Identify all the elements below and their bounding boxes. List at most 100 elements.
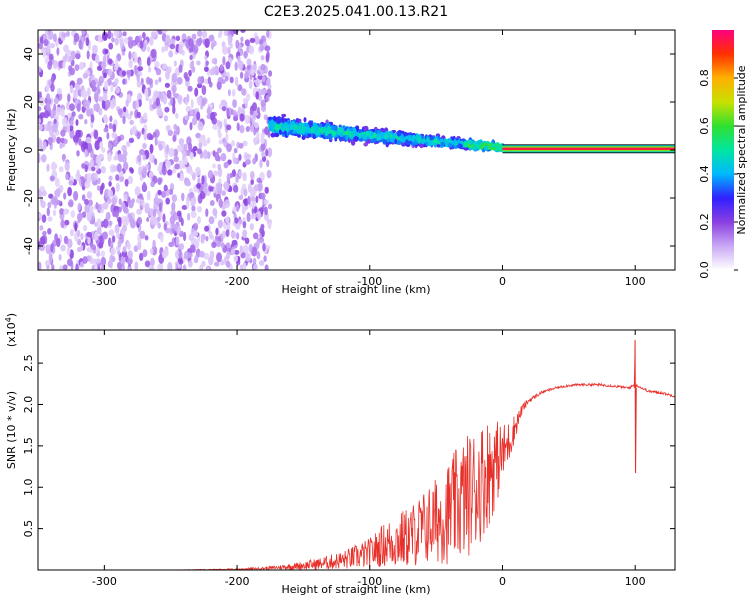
spectrogram-noise-cell xyxy=(80,261,84,268)
spectrogram-noise-cell xyxy=(194,87,199,97)
spectrogram-signal-cell xyxy=(372,132,377,139)
spectrogram-noise-cell xyxy=(248,79,253,89)
spectrogram-signal-cell xyxy=(469,140,474,145)
spectrogram-noise-cell xyxy=(252,157,257,165)
spectrogram-noise-cell xyxy=(77,202,82,211)
spectrogram-noise-cell xyxy=(158,202,163,212)
spectrogram-noise-cell xyxy=(69,103,75,112)
spectrogram-noise-cell xyxy=(225,133,229,141)
spectrogram-noise-cell xyxy=(39,96,45,106)
spectrogram-signal-cell xyxy=(367,139,371,144)
spectrogram-noise-cell xyxy=(103,218,109,229)
spectrogram-noise-cell xyxy=(48,60,53,66)
spectrogram-noise-cell xyxy=(260,223,265,230)
spectrogram-noise-cell xyxy=(196,96,202,104)
spectrogram-noise-cell xyxy=(243,198,249,207)
spectrogram-signal-cell xyxy=(412,134,416,141)
spectrogram-noise-cell xyxy=(97,177,101,184)
spectrogram-noise-cell xyxy=(77,212,83,222)
spectrogram-noise-cell xyxy=(213,170,219,177)
spectrogram-noise-cell xyxy=(95,165,99,171)
spectrogram-noise-cell xyxy=(226,124,232,131)
spectrogram-noise-cell xyxy=(63,138,68,145)
spectrogram-signal-cell xyxy=(373,137,377,141)
spectrogram-noise-cell xyxy=(154,61,160,68)
spectrogram-noise-cell xyxy=(81,163,85,169)
colorbar-label: Normalized spectral amplitude xyxy=(735,65,748,234)
snr-scale-exponent: 4 xyxy=(4,317,13,322)
spectrogram-noise-cell xyxy=(123,106,127,113)
spectrogram-noise-cell xyxy=(193,45,199,54)
spectrogram-noise-cell xyxy=(256,177,262,184)
spectrogram-noise-cell xyxy=(69,84,74,94)
spectrogram-signal-cell xyxy=(432,139,438,143)
spectrogram-signal-cell xyxy=(317,124,323,128)
spectrogram-noise-cell xyxy=(227,222,231,231)
spectrogram-noise-cell xyxy=(157,164,163,172)
spectrogram-noise-cell xyxy=(40,196,43,204)
spectrogram-noise-cell xyxy=(144,235,149,241)
spectrogram-noise-cell xyxy=(106,132,110,140)
spectrogram-noise-cell xyxy=(178,243,185,251)
spectrogram-noise-cell xyxy=(102,31,108,41)
spectrogram-signal-cell xyxy=(304,127,309,133)
spectrogram-noise-cell xyxy=(53,118,57,125)
spectrogram-noise-cell xyxy=(107,152,112,162)
spectrogram-noise-cell xyxy=(117,108,123,116)
spectrogram-noise-cell xyxy=(81,194,86,202)
spectrogram-noise-cell xyxy=(259,44,265,52)
spectrogram-noise-cell xyxy=(110,84,114,93)
spectrogram-noise-cell xyxy=(59,143,63,149)
spectrogram-noise-cell xyxy=(89,159,94,167)
spectrogram-noise-cell xyxy=(242,244,249,255)
spectrogram-noise-cell xyxy=(103,72,107,79)
spectrogram-noise-cell xyxy=(261,151,266,158)
spectrogram-noise-cell xyxy=(86,172,93,183)
spectrogram-noise-cell xyxy=(267,221,272,230)
spectrogram-noise-cell xyxy=(257,210,262,220)
spectrogram-signal-cell xyxy=(444,140,448,147)
spectrogram-noise-cell xyxy=(42,230,47,237)
spectrogram-noise-cell xyxy=(114,224,120,234)
spectrogram-noise-cell xyxy=(119,175,125,182)
spectrogram-noise-cell xyxy=(155,68,162,76)
spectrogram-noise-cell xyxy=(175,35,181,42)
spectrogram-noise-cell xyxy=(165,70,170,80)
spectrogram-signal-cell xyxy=(293,124,299,131)
spectrogram-noise-cell xyxy=(158,111,164,117)
spectrogram-noise-cell xyxy=(242,262,247,270)
spectrogram-noise-cell xyxy=(46,207,50,217)
spectrogram-signal-cell xyxy=(448,143,453,148)
spectrogram-noise-cell xyxy=(212,124,218,130)
spectrogram-noise-cell xyxy=(108,229,115,236)
spectrogram-noise-cell xyxy=(128,59,133,69)
spectrogram-noise-cell xyxy=(68,199,74,208)
snr-frame xyxy=(37,329,676,571)
spectrogram-noise-cell xyxy=(201,175,205,185)
spectrogram-noise-cell xyxy=(223,161,229,169)
spectrogram-noise-cell xyxy=(169,43,176,50)
spectrogram-signal-cell xyxy=(377,129,381,135)
spectrogram-noise-cell xyxy=(58,254,62,261)
spectrogram-noise-cell xyxy=(52,33,57,43)
spectrogram-noise-cell xyxy=(78,138,82,146)
spectrogram-signal-cell xyxy=(338,135,344,142)
colorbar-tick-label: 0.0 xyxy=(698,261,711,279)
spectrogram-noise-cell xyxy=(183,157,188,165)
spectrogram-noise-cell xyxy=(160,234,164,243)
spectrogram-noise-cell xyxy=(216,252,222,263)
spectrogram-noise-cell xyxy=(185,115,190,121)
spectrogram-noise-cell xyxy=(97,136,103,143)
spectrogram-noise-cell xyxy=(205,60,209,66)
spectrogram-noise-cell xyxy=(74,64,80,71)
spectrogram-noise-cell xyxy=(136,216,143,225)
spectrogram-noise-cell xyxy=(74,82,79,90)
spectrogram-noise-cell xyxy=(253,264,258,270)
spectrogram-noise-cell xyxy=(157,189,162,196)
spectrogram-noise-cell xyxy=(111,97,116,107)
snr-y-tick-label: 1.0 xyxy=(22,478,35,496)
spectrogram-noise-cell xyxy=(268,70,273,77)
spectrogram-noise-cell xyxy=(110,241,114,249)
spectrogram-signal-cell xyxy=(390,137,393,143)
spectrogram-noise-cell xyxy=(122,224,128,232)
